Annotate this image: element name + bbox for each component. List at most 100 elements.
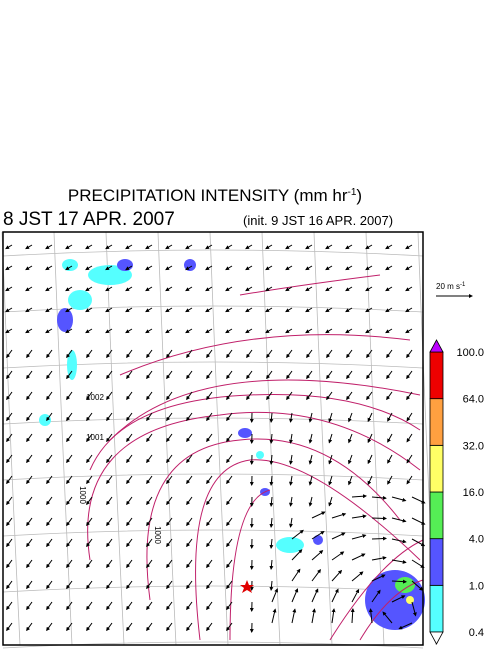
wind-vector — [166, 475, 173, 485]
wind-vector — [225, 307, 233, 313]
wind-vector — [351, 571, 364, 582]
vector-scale-label: 20 m s-1 — [436, 282, 466, 291]
meridian — [53, 231, 73, 646]
wind-vector — [205, 328, 213, 334]
wind-vector — [226, 496, 233, 506]
wind-vector — [25, 244, 33, 250]
wind-vector — [46, 538, 53, 548]
wind-vector — [146, 370, 153, 380]
wind-vector — [66, 580, 73, 590]
wind-vector — [6, 496, 13, 506]
wind-vector — [166, 538, 173, 548]
wind-vector — [46, 601, 53, 611]
title-end: ) — [356, 186, 362, 205]
wind-vector — [325, 265, 333, 271]
wind-vector — [405, 286, 413, 292]
wind-vector — [385, 265, 393, 271]
precip-area — [57, 308, 73, 332]
precip-area — [276, 537, 304, 553]
wind-vector — [289, 433, 293, 444]
wind-vector — [291, 568, 301, 582]
wind-vector — [6, 601, 13, 611]
wind-vector — [266, 370, 273, 380]
wind-vector — [126, 370, 133, 380]
wind-vector — [206, 433, 213, 443]
wind-vector — [347, 412, 353, 423]
colorbar-label: 64.0 — [463, 394, 484, 406]
wind-vector — [387, 454, 393, 464]
wind-vector — [308, 454, 313, 465]
wind-vector — [126, 475, 133, 485]
wind-vector — [269, 475, 274, 486]
colorbar-box — [429, 584, 444, 633]
wind-vector — [165, 265, 173, 271]
wind-vector — [66, 601, 73, 611]
wind-vector — [331, 532, 346, 540]
wind-vector — [66, 622, 73, 632]
wind-vector — [5, 265, 13, 271]
wind-vector — [145, 328, 153, 334]
wind-vector — [105, 286, 113, 292]
wind-vector — [285, 307, 293, 313]
wind-vector — [125, 265, 133, 271]
wind-vector — [347, 475, 353, 486]
wind-vector — [331, 551, 345, 561]
wind-vector — [5, 244, 13, 250]
wind-vector — [145, 265, 153, 271]
wind-vector — [367, 433, 373, 444]
wind-vector — [206, 370, 213, 380]
wind-vector — [269, 433, 274, 444]
wind-vector — [146, 622, 153, 632]
wind-vector — [351, 514, 367, 519]
colorbar-under — [429, 631, 444, 645]
wind-vector — [206, 538, 213, 548]
wind-vector — [126, 391, 133, 401]
contour-label: 1002 — [86, 393, 104, 402]
wind-vector — [146, 391, 153, 401]
wind-vector — [328, 433, 333, 444]
wind-vector — [86, 391, 93, 401]
isobar — [229, 489, 271, 641]
wind-vector — [206, 496, 213, 506]
wind-vector — [305, 307, 313, 313]
wind-vector — [126, 538, 133, 548]
wind-vector — [308, 412, 313, 423]
wind-vector — [398, 622, 413, 630]
wind-vector — [325, 286, 333, 292]
colorbar-label: 32.0 — [463, 440, 484, 452]
wind-vector — [26, 433, 33, 443]
isobar — [119, 334, 411, 376]
wind-vector — [245, 328, 253, 334]
wind-vector — [66, 391, 73, 401]
wind-vector — [405, 265, 413, 271]
wind-vector — [286, 391, 293, 401]
wind-vector — [271, 608, 277, 624]
wind-vector — [405, 328, 413, 334]
wind-vector — [226, 580, 233, 590]
wind-vector — [86, 412, 93, 422]
wind-vector — [105, 328, 113, 334]
wind-vector — [266, 391, 273, 401]
wind-vector — [166, 454, 173, 464]
wind-vector — [269, 580, 274, 591]
wind-vector — [350, 608, 355, 624]
wind-vector — [371, 589, 381, 603]
wind-vector — [345, 307, 353, 313]
wind-vector — [25, 307, 33, 313]
wind-vector — [126, 496, 133, 506]
wind-vector — [46, 391, 53, 401]
wind-vector — [26, 412, 33, 422]
wind-vector — [145, 244, 153, 250]
wind-vector — [308, 475, 313, 486]
wind-vector — [6, 475, 13, 485]
wind-vector — [166, 391, 173, 401]
wind-vector — [289, 517, 293, 528]
wind-vector — [26, 559, 33, 569]
wind-vector — [285, 244, 293, 250]
wind-vector — [26, 349, 33, 359]
wind-vector — [106, 370, 113, 380]
colorbar-box — [429, 538, 444, 586]
wind-vector — [225, 328, 233, 334]
isobar — [329, 539, 424, 641]
wind-vector — [85, 244, 93, 250]
